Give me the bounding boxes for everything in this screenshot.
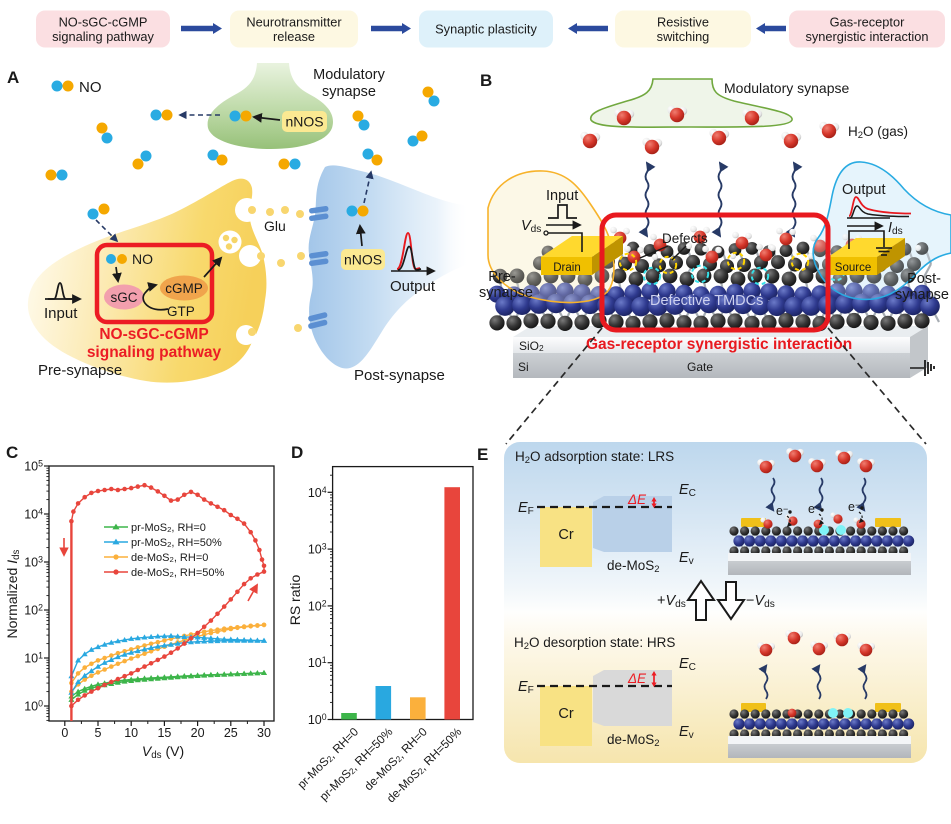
svg-text:Vds (V): Vds (V) bbox=[142, 743, 184, 761]
svg-text:Cr: Cr bbox=[558, 706, 573, 722]
svg-text:de-MoS2, RH=50%: de-MoS2, RH=50% bbox=[131, 567, 224, 579]
svg-text:E: E bbox=[477, 445, 488, 464]
svg-text:GTP: GTP bbox=[167, 304, 195, 319]
svg-text:−Vds: −Vds bbox=[746, 593, 775, 610]
svg-text:15: 15 bbox=[157, 726, 171, 740]
svg-text:EF: EF bbox=[518, 500, 534, 517]
svg-text:Source: Source bbox=[835, 262, 871, 274]
svg-text:104: 104 bbox=[24, 507, 43, 522]
svg-text:signaling pathway: signaling pathway bbox=[52, 29, 154, 44]
svg-text:105: 105 bbox=[24, 459, 43, 474]
svg-text:100: 100 bbox=[308, 712, 327, 727]
svg-text:Output: Output bbox=[842, 182, 886, 198]
svg-text:10: 10 bbox=[124, 726, 138, 740]
svg-text:Ev: Ev bbox=[679, 724, 695, 741]
svg-text:Gas-receptor: Gas-receptor bbox=[830, 15, 905, 30]
svg-text:Synaptic plasticity: Synaptic plasticity bbox=[435, 22, 537, 37]
svg-text:5: 5 bbox=[95, 726, 102, 740]
svg-text:RS ratio: RS ratio bbox=[287, 575, 303, 626]
svg-text:EC: EC bbox=[679, 656, 696, 673]
svg-text:sGC: sGC bbox=[111, 290, 138, 305]
svg-text:nNOS: nNOS bbox=[285, 114, 323, 130]
svg-text:Defective TMDCs: Defective TMDCs bbox=[650, 293, 763, 309]
svg-text:103: 103 bbox=[24, 555, 43, 570]
svg-text:D: D bbox=[291, 443, 303, 462]
svg-text:Ids: Ids bbox=[888, 220, 903, 237]
svg-text:25: 25 bbox=[224, 726, 238, 740]
svg-text:NO-sGC-cGMP: NO-sGC-cGMP bbox=[59, 15, 148, 30]
svg-text:A: A bbox=[7, 68, 19, 87]
svg-text:Pre-: Pre- bbox=[488, 269, 516, 285]
svg-text:Resistive: Resistive bbox=[657, 15, 709, 30]
svg-text:nNOS: nNOS bbox=[344, 252, 382, 268]
svg-text:103: 103 bbox=[308, 542, 327, 557]
svg-text:Input: Input bbox=[546, 188, 578, 204]
svg-text:de-MoS2, RH=0: de-MoS2, RH=0 bbox=[131, 552, 208, 564]
svg-text:H2O (gas): H2O (gas) bbox=[848, 124, 908, 141]
svg-text:104: 104 bbox=[308, 485, 327, 500]
svg-text:NO: NO bbox=[79, 79, 102, 96]
svg-text:Pre-synapse: Pre-synapse bbox=[38, 362, 122, 379]
svg-text:Normalized Ids: Normalized Ids bbox=[4, 549, 22, 638]
svg-text:H2O adsorption state: LRS: H2O adsorption state: LRS bbox=[515, 449, 674, 466]
svg-text:0: 0 bbox=[61, 726, 68, 740]
svg-text:EF: EF bbox=[518, 679, 534, 696]
svg-text:release: release bbox=[273, 29, 315, 44]
svg-text:synapse: synapse bbox=[895, 287, 949, 303]
svg-text:synapse: synapse bbox=[322, 84, 376, 100]
svg-text:Gate: Gate bbox=[687, 360, 713, 374]
svg-text:Cr: Cr bbox=[558, 527, 573, 543]
svg-text:NO-sGC-cGMP: NO-sGC-cGMP bbox=[99, 326, 208, 343]
svg-text:C: C bbox=[6, 443, 18, 462]
svg-text:102: 102 bbox=[308, 599, 327, 614]
svg-text:synergistic interaction: synergistic interaction bbox=[805, 29, 928, 44]
svg-text:synapse: synapse bbox=[479, 285, 533, 301]
svg-text:Defects: Defects bbox=[662, 231, 708, 246]
svg-text:ΔE: ΔE bbox=[627, 671, 647, 686]
svg-text:B: B bbox=[480, 71, 492, 90]
svg-text:Si: Si bbox=[518, 360, 529, 374]
svg-text:Modulatory: Modulatory bbox=[313, 67, 385, 83]
svg-text:Input: Input bbox=[44, 305, 78, 322]
svg-text:switching: switching bbox=[657, 29, 710, 44]
svg-text:Gas-receptor synergistic inter: Gas-receptor synergistic interaction bbox=[586, 336, 852, 353]
svg-text:SiO2: SiO2 bbox=[519, 339, 544, 353]
svg-text:Ev: Ev bbox=[679, 550, 695, 567]
svg-text:Neurotransmitter: Neurotransmitter bbox=[246, 15, 342, 30]
svg-text:H2O desorption state: HRS: H2O desorption state: HRS bbox=[514, 635, 675, 652]
svg-text:Vds: Vds bbox=[521, 218, 541, 235]
svg-text:pr-MoS2, RH=50%: pr-MoS2, RH=50% bbox=[131, 537, 222, 549]
svg-text:100: 100 bbox=[24, 699, 43, 714]
svg-text:Drain: Drain bbox=[553, 262, 580, 274]
svg-text:pr-MoS2, RH=0: pr-MoS2, RH=0 bbox=[131, 522, 206, 534]
svg-text:cGMP: cGMP bbox=[165, 281, 203, 296]
svg-text:EC: EC bbox=[679, 482, 696, 499]
svg-text:NO: NO bbox=[132, 251, 153, 267]
svg-text:Glu: Glu bbox=[264, 218, 286, 234]
svg-text:Output: Output bbox=[390, 278, 436, 295]
svg-text:ΔE: ΔE bbox=[627, 492, 647, 507]
svg-text:102: 102 bbox=[24, 603, 43, 618]
svg-text:de-MoS2: de-MoS2 bbox=[607, 732, 660, 749]
svg-text:Post-synapse: Post-synapse bbox=[354, 367, 445, 384]
svg-text:Post-: Post- bbox=[907, 271, 941, 287]
svg-text:101: 101 bbox=[24, 651, 43, 666]
svg-text:101: 101 bbox=[308, 656, 327, 671]
svg-text:30: 30 bbox=[257, 726, 271, 740]
svg-text:Modulatory synapse: Modulatory synapse bbox=[724, 80, 850, 96]
svg-text:+Vds: +Vds bbox=[657, 593, 686, 610]
svg-text:de-MoS2: de-MoS2 bbox=[607, 558, 660, 575]
svg-text:20: 20 bbox=[191, 726, 205, 740]
svg-text:signaling pathway: signaling pathway bbox=[87, 344, 222, 361]
